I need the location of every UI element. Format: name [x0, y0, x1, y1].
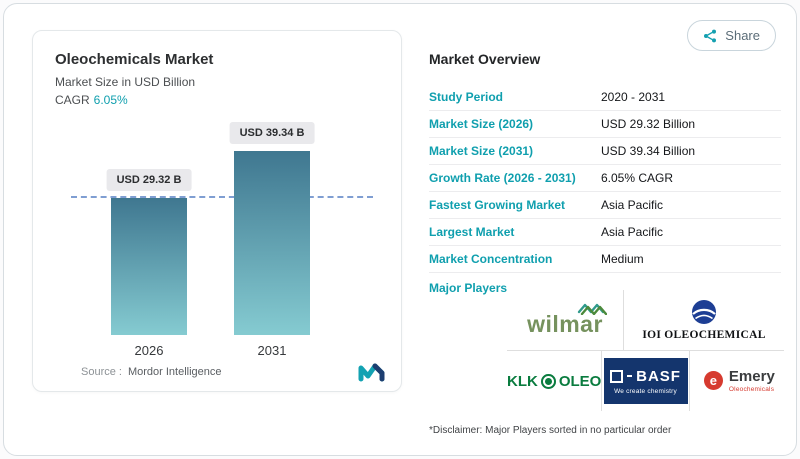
share-button[interactable]: Share [687, 20, 776, 51]
row-label: Study Period [429, 90, 504, 104]
row-label: Largest Market [429, 225, 515, 239]
row-value: USD 29.32 Billion [601, 117, 696, 131]
table-row: Market Size (2031) USD 39.34 Billion [429, 138, 781, 165]
emery-circle-icon: e [703, 371, 723, 391]
emery-wordmark-wrap: e Emery Oleochemicals [703, 369, 775, 393]
reference-line [71, 196, 373, 199]
wilmar-logo: wilmar [507, 290, 624, 351]
klk-logo: KLK OLEO [507, 351, 603, 411]
players-row: wilmar IOI OLEOCHEMICAL [507, 290, 789, 351]
overview-title: Market Overview [429, 51, 541, 67]
basf-wordmark-wrap: BASF [610, 368, 681, 385]
share-label: Share [725, 28, 760, 43]
source-label: Source : [81, 366, 122, 378]
ioi-wordmark: IOI OLEOCHEMICAL [642, 329, 766, 341]
table-row: Fastest Growing Market Asia Pacific [429, 192, 781, 219]
basf-logo: BASF We create chemistry [602, 351, 690, 411]
bar [111, 198, 187, 335]
row-value: Asia Pacific [601, 198, 664, 212]
emery-wordmark: Emery [728, 368, 775, 386]
row-label: Market Concentration [429, 252, 553, 266]
disclaimer: *Disclaimer: Major Players sorted in no … [429, 425, 672, 436]
row-value: Asia Pacific [601, 225, 664, 239]
emery-text-stack: Emery Oleochemicals [729, 369, 775, 393]
major-players-logos: wilmar IOI OLEOCHEMICAL [507, 290, 789, 411]
x-axis-label: 2026 [134, 343, 164, 358]
basf-box: BASF We create chemistry [603, 358, 688, 404]
cagr-label: CAGR [55, 93, 90, 107]
wilmar-wordmark: wilmar [527, 310, 603, 337]
row-value: Medium [601, 252, 644, 266]
row-value: 2020 - 2031 [601, 90, 666, 104]
basf-wordmark: BASF [636, 367, 681, 385]
bar-value-label: USD 39.34 B [229, 122, 315, 145]
source-value: Mordor Intelligence [127, 366, 222, 378]
x-axis-label: 2031 [257, 343, 287, 358]
row-label: Market Size (2031) [429, 144, 534, 158]
basf-square-icon [610, 369, 624, 383]
table-row: Largest Market Asia Pacific [429, 219, 781, 246]
report-card: Share Oleochemicals Market Market Size i… [3, 3, 797, 456]
chart-subtitle: Market Size in USD Billion [55, 75, 196, 89]
row-label: Market Size (2026) [429, 117, 534, 131]
table-row: Market Size (2026) USD 29.32 Billion [429, 111, 781, 138]
ioi-logo: IOI OLEOCHEMICAL [624, 290, 784, 351]
cagr-value: 6.05% [93, 93, 128, 107]
emery-logo: e Emery Oleochemicals [690, 351, 789, 411]
chart-title: Oleochemicals Market [55, 51, 214, 68]
emery-subtext: Oleochemicals [728, 385, 775, 393]
row-value: USD 39.34 Billion [601, 144, 696, 158]
row-label: Growth Rate (2026 - 2031) [429, 171, 576, 185]
klk-wordmark-left: KLK [507, 372, 538, 390]
klk-wordmark-wrap: KLK OLEO [507, 373, 601, 390]
bar-chart: USD 29.32 B USD 39.34 B [57, 122, 377, 335]
bar-value-label: USD 29.32 B [106, 169, 192, 192]
share-icon [704, 29, 717, 42]
wilmar-wordmark-wrap: wilmar [527, 303, 607, 337]
row-value: 6.05% CAGR [601, 171, 674, 185]
wilmar-wave-icon [577, 303, 607, 315]
ioi-wordmark-wrap: IOI OLEOCHEMICAL [642, 299, 765, 341]
table-row: Market Concentration Medium [429, 246, 781, 273]
table-row: Study Period 2020 - 2031 [429, 84, 781, 111]
table-row: Growth Rate (2026 - 2031) 6.05% CAGR [429, 165, 781, 192]
basf-tagline: We create chemistry [614, 387, 677, 395]
klk-emblem-icon [540, 373, 556, 389]
overview-table: Study Period 2020 - 2031 Market Size (20… [429, 84, 781, 273]
basf-dash-icon [627, 375, 633, 377]
klk-wordmark-right: OLEO [558, 372, 602, 390]
mordor-intelligence-logo [358, 363, 385, 382]
bar [234, 151, 310, 335]
source-line: Source : Mordor Intelligence [81, 366, 222, 378]
chart-card: Oleochemicals Market Market Size in USD … [32, 30, 402, 392]
major-players-label: Major Players [429, 281, 508, 295]
row-label: Fastest Growing Market [429, 198, 566, 212]
ioi-globe-icon [692, 300, 716, 324]
cagr-line: CAGR 6.05% [55, 93, 128, 107]
players-row: KLK OLEO BASF We create chemistry [507, 351, 789, 411]
